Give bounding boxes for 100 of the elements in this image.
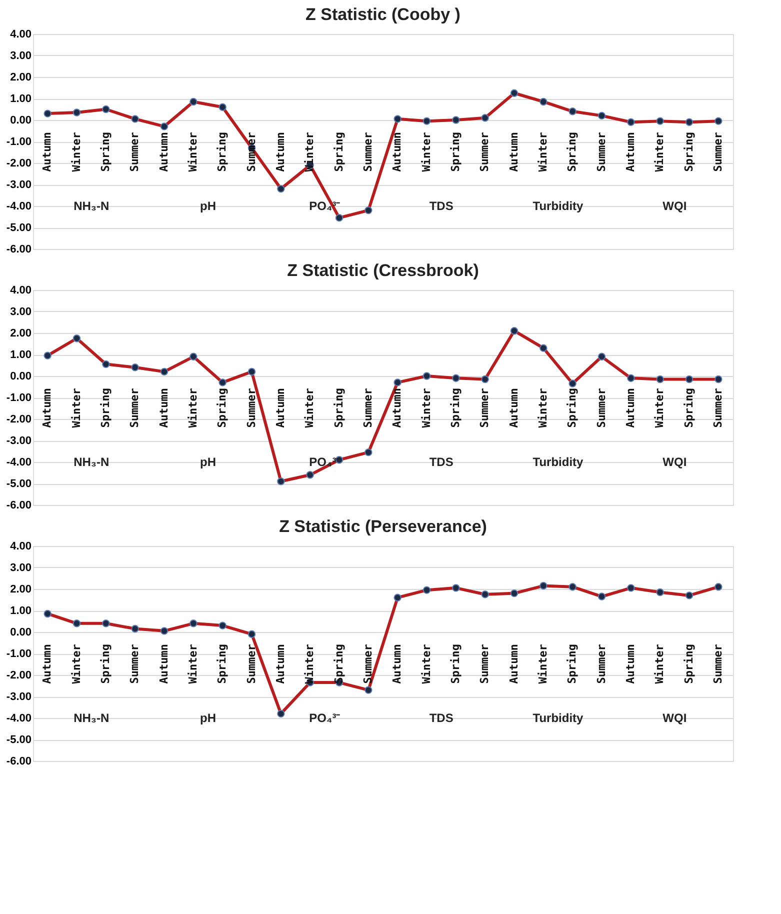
x-tick-label: Summer	[711, 644, 724, 684]
x-tick-label: Summer	[244, 644, 258, 684]
y-tick-label: 2.00	[10, 584, 32, 596]
annotation: Turbidity	[532, 199, 584, 213]
annotation: TDS	[429, 199, 454, 213]
annotation: TDS	[429, 455, 454, 469]
y-tick-label: 3.00	[10, 306, 32, 318]
y-tick-label: -3.00	[6, 179, 32, 191]
x-tick-label: Summer	[361, 132, 374, 172]
y-tick-label: 4.00	[10, 284, 32, 296]
y-tick-label: -6.00	[6, 756, 32, 768]
annotation: Turbidity	[532, 455, 584, 469]
x-tick-label: Summer	[594, 132, 608, 172]
x-tick-label: Autumn	[274, 388, 287, 428]
annotation: WQI	[662, 711, 687, 725]
annotation: PO₄³⁻	[309, 711, 340, 725]
x-tick-label: Summer	[711, 388, 724, 428]
x-tick-label: Summer	[128, 388, 142, 428]
x-tick-label: Autumn	[40, 388, 54, 428]
x-tick-label: Spring	[566, 388, 579, 428]
x-tick-label: Winter	[70, 132, 83, 172]
x-tick-label: Winter	[186, 644, 200, 684]
x-tick-label: Spring	[332, 132, 346, 172]
x-tick-label: Autumn	[157, 644, 170, 684]
x-tick-label: Summer	[594, 644, 608, 684]
x-tick-label: Summer	[711, 132, 724, 172]
x-tick-label: Winter	[186, 132, 200, 172]
x-tick-label: Spring	[682, 388, 696, 428]
annotation: NH₃-N	[74, 711, 110, 725]
y-tick-label: -3.00	[6, 435, 32, 447]
x-tick-label: Summer	[128, 132, 142, 172]
annotation: pH	[200, 711, 216, 725]
x-tick-label: Summer	[244, 388, 258, 428]
x-tick-label: Spring	[98, 132, 112, 172]
x-tick-label: Winter	[653, 644, 666, 684]
x-tick-label: Autumn	[390, 388, 404, 428]
x-tick-label: Autumn	[274, 132, 287, 172]
x-tick-label: Autumn	[507, 644, 520, 684]
x-tick-label: Spring	[448, 388, 462, 428]
annotation: TDS	[429, 711, 454, 725]
x-tick-label: Spring	[332, 388, 346, 428]
x-tick-label: Winter	[70, 644, 83, 684]
x-tick-label: Autumn	[507, 132, 520, 172]
x-tick-label: Summer	[244, 132, 258, 172]
y-tick-label: -2.00	[6, 670, 32, 682]
annotation: Turbidity	[532, 711, 584, 725]
chart-title: Z Statistic (Cooby )	[306, 5, 460, 24]
y-tick-label: 2.00	[10, 72, 32, 84]
y-tick-label: -3.00	[6, 691, 32, 703]
x-tick-label: Spring	[98, 388, 112, 428]
x-tick-label: Spring	[682, 132, 696, 172]
annotation: NH₃-N	[74, 199, 110, 213]
x-tick-label: Summer	[478, 132, 492, 172]
annotation: pH	[200, 199, 216, 213]
x-tick-label: Summer	[478, 644, 492, 684]
y-tick-label: 1.00	[10, 605, 32, 617]
y-tick-label: -1.00	[6, 392, 32, 404]
x-tick-label: Winter	[653, 132, 666, 172]
x-tick-label: Autumn	[624, 388, 637, 428]
y-tick-label: -5.00	[6, 734, 32, 746]
x-tick-label: Autumn	[157, 388, 170, 428]
y-tick-label: 3.00	[10, 562, 32, 574]
x-tick-label: Spring	[216, 644, 229, 684]
x-tick-label: Spring	[216, 132, 229, 172]
x-tick-label: Winter	[420, 132, 433, 172]
annotation: WQI	[662, 455, 687, 469]
x-tick-label: Spring	[98, 644, 112, 684]
x-tick-label: Winter	[303, 388, 316, 428]
y-tick-label: 4.00	[10, 540, 32, 552]
x-tick-label: Summer	[478, 388, 492, 428]
x-tick-label: Autumn	[390, 644, 404, 684]
x-tick-label: Winter	[70, 388, 83, 428]
y-tick-label: -6.00	[6, 244, 32, 256]
x-tick-label: Spring	[682, 644, 696, 684]
y-tick-label: 4.00	[10, 28, 32, 40]
x-tick-label: Autumn	[157, 132, 170, 172]
x-tick-label: Autumn	[40, 644, 54, 684]
y-tick-label: 3.00	[10, 50, 32, 62]
x-tick-label: Winter	[186, 388, 200, 428]
y-tick-label: -5.00	[6, 478, 32, 490]
x-tick-label: Spring	[448, 644, 462, 684]
y-tick-label: -1.00	[6, 136, 32, 148]
x-tick-label: Winter	[536, 132, 550, 172]
y-tick-label: -6.00	[6, 500, 32, 512]
x-tick-label: Winter	[420, 644, 433, 684]
chart-title: Z Statistic (Cressbrook)	[287, 261, 479, 280]
y-tick-label: -2.00	[6, 414, 32, 426]
y-tick-label: 1.00	[10, 349, 32, 361]
x-tick-label: Winter	[653, 388, 666, 428]
x-tick-label: Autumn	[507, 388, 520, 428]
y-tick-label: -1.00	[6, 648, 32, 660]
y-tick-label: -2.00	[6, 158, 32, 170]
x-tick-label: Summer	[361, 388, 374, 428]
x-tick-label: Autumn	[624, 132, 637, 172]
x-tick-label: Autumn	[274, 644, 287, 684]
x-tick-label: Summer	[128, 644, 142, 684]
x-tick-label: Autumn	[390, 132, 404, 172]
y-tick-label: 0.00	[10, 114, 32, 126]
x-tick-label: Winter	[303, 644, 316, 684]
x-tick-label: Winter	[536, 388, 550, 428]
